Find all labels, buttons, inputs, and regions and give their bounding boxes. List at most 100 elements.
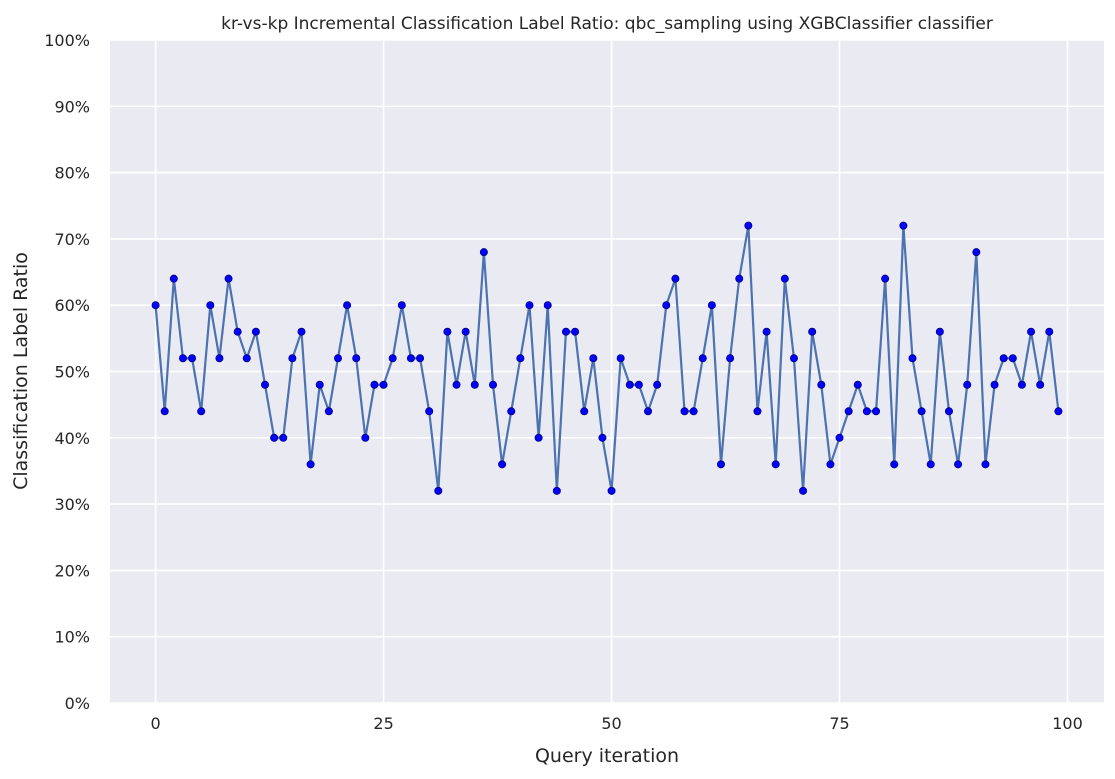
data-point bbox=[406, 354, 415, 363]
data-point bbox=[607, 486, 616, 495]
data-point bbox=[379, 380, 388, 389]
data-point bbox=[835, 433, 844, 442]
data-point bbox=[771, 460, 780, 469]
data-point bbox=[215, 354, 224, 363]
data-point bbox=[1008, 354, 1017, 363]
data-point bbox=[817, 380, 826, 389]
y-tick-label: 50% bbox=[54, 363, 90, 382]
data-point bbox=[470, 380, 479, 389]
data-point bbox=[707, 301, 716, 310]
data-point bbox=[552, 486, 561, 495]
data-point bbox=[1045, 327, 1054, 336]
data-point bbox=[926, 460, 935, 469]
data-point bbox=[853, 380, 862, 389]
data-point bbox=[443, 327, 452, 336]
data-point bbox=[434, 486, 443, 495]
y-tick-label: 80% bbox=[54, 164, 90, 183]
y-axis-label: Classification Label Ratio bbox=[10, 252, 32, 490]
data-point bbox=[416, 354, 425, 363]
data-point bbox=[789, 354, 798, 363]
x-tick-label: 75 bbox=[829, 714, 849, 733]
data-point bbox=[625, 380, 634, 389]
data-point bbox=[981, 460, 990, 469]
data-point bbox=[543, 301, 552, 310]
data-point bbox=[1027, 327, 1036, 336]
data-point bbox=[726, 354, 735, 363]
data-point bbox=[297, 327, 306, 336]
data-point bbox=[634, 380, 643, 389]
data-point bbox=[808, 327, 817, 336]
data-point bbox=[270, 433, 279, 442]
data-point bbox=[333, 354, 342, 363]
data-point bbox=[881, 274, 890, 283]
data-point bbox=[862, 407, 871, 416]
data-point bbox=[242, 354, 251, 363]
data-point bbox=[288, 354, 297, 363]
y-tick-label: 20% bbox=[54, 561, 90, 580]
data-point bbox=[178, 354, 187, 363]
grid bbox=[110, 39, 1104, 704]
data-point bbox=[716, 460, 725, 469]
y-tick-label: 10% bbox=[54, 628, 90, 647]
data-point bbox=[233, 327, 242, 336]
data-point bbox=[206, 301, 215, 310]
data-point bbox=[944, 407, 953, 416]
data-point bbox=[890, 460, 899, 469]
data-point bbox=[1036, 380, 1045, 389]
data-point bbox=[744, 221, 753, 230]
data-point bbox=[844, 407, 853, 416]
data-point bbox=[680, 407, 689, 416]
y-tick-label: 90% bbox=[54, 97, 90, 116]
data-point bbox=[616, 354, 625, 363]
data-point bbox=[151, 301, 160, 310]
data-point bbox=[452, 380, 461, 389]
data-point bbox=[698, 354, 707, 363]
x-tick-labels: 0 25 50 75 100 bbox=[151, 714, 1083, 733]
data-point bbox=[826, 460, 835, 469]
data-point bbox=[963, 380, 972, 389]
data-point bbox=[899, 221, 908, 230]
data-point bbox=[160, 407, 169, 416]
series-line bbox=[154, 224, 1060, 492]
data-point bbox=[580, 407, 589, 416]
data-point bbox=[352, 354, 361, 363]
data-point bbox=[671, 274, 680, 283]
data-point bbox=[507, 407, 516, 416]
y-tick-label: 0% bbox=[65, 694, 90, 713]
data-point bbox=[598, 433, 607, 442]
data-point bbox=[315, 380, 324, 389]
data-point bbox=[279, 433, 288, 442]
data-point bbox=[306, 460, 315, 469]
y-tick-label: 40% bbox=[54, 429, 90, 448]
data-point bbox=[954, 460, 963, 469]
data-point bbox=[425, 407, 434, 416]
data-point bbox=[479, 248, 488, 257]
data-point bbox=[361, 433, 370, 442]
x-tick-label: 25 bbox=[373, 714, 393, 733]
data-point bbox=[1054, 407, 1063, 416]
x-tick-label: 0 bbox=[151, 714, 161, 733]
data-point bbox=[644, 407, 653, 416]
data-point bbox=[935, 327, 944, 336]
data-point bbox=[653, 380, 662, 389]
data-point bbox=[762, 327, 771, 336]
data-point bbox=[872, 407, 881, 416]
data-point bbox=[489, 380, 498, 389]
data-point bbox=[780, 274, 789, 283]
data-point bbox=[516, 354, 525, 363]
data-point bbox=[571, 327, 580, 336]
data-point bbox=[169, 274, 178, 283]
x-axis-label: Query iteration bbox=[535, 745, 679, 767]
chart-title: kr-vs-kp Incremental Classification Labe… bbox=[221, 14, 993, 34]
data-point bbox=[589, 354, 598, 363]
data-point bbox=[397, 301, 406, 310]
data-point bbox=[324, 407, 333, 416]
data-point bbox=[251, 327, 260, 336]
data-point bbox=[370, 380, 379, 389]
data-point bbox=[525, 301, 534, 310]
y-tick-label: 70% bbox=[54, 230, 90, 249]
data-point bbox=[799, 486, 808, 495]
data-point bbox=[999, 354, 1008, 363]
x-tick-label: 100 bbox=[1052, 714, 1083, 733]
